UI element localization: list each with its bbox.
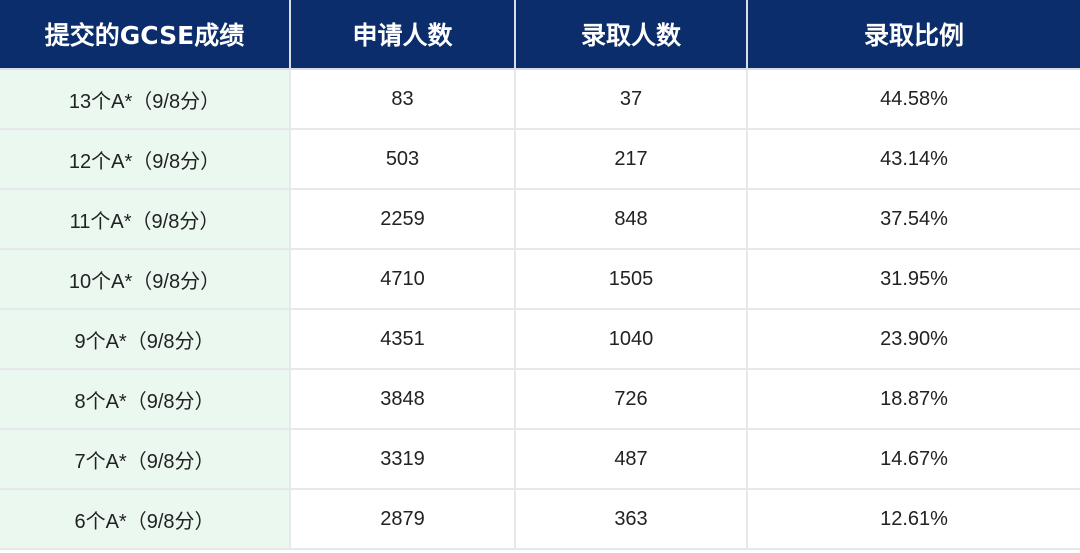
applicants-cell: 4351 [289,308,516,370]
applicants-cell: 4710 [289,248,516,310]
admission-rate-cell: 31.95% [746,248,1080,310]
table-row: 10个A*（9/8分） 4710 1505 31.95% [0,248,1080,310]
header-gcse-grades: 提交的GCSE成绩 [0,0,291,70]
gcse-grades-cell: 6个A*（9/8分） [0,488,291,550]
gcse-grades-cell: 7个A*（9/8分） [0,428,291,490]
admission-rate-cell: 43.14% [746,128,1080,190]
admission-rate-cell: 18.87% [746,368,1080,430]
header-admission-rate: 录取比例 [746,0,1080,70]
admission-rate-cell: 44.58% [746,68,1080,130]
admission-rate-cell: 37.54% [746,188,1080,250]
applicants-cell: 3848 [289,368,516,430]
applicants-cell: 83 [289,68,516,130]
table-row: 7个A*（9/8分） 3319 487 14.67% [0,428,1080,490]
table-row: 12个A*（9/8分） 503 217 43.14% [0,128,1080,190]
applicants-cell: 2879 [289,488,516,550]
admitted-cell: 726 [514,368,748,430]
header-row: 提交的GCSE成绩 申请人数 录取人数 录取比例 [0,0,1080,70]
admitted-cell: 363 [514,488,748,550]
admitted-cell: 217 [514,128,748,190]
applicants-cell: 503 [289,128,516,190]
admission-rate-cell: 12.61% [746,488,1080,550]
admitted-cell: 487 [514,428,748,490]
table-row: 8个A*（9/8分） 3848 726 18.87% [0,368,1080,430]
table-row: 11个A*（9/8分） 2259 848 37.54% [0,188,1080,250]
gcse-grades-cell: 8个A*（9/8分） [0,368,291,430]
applicants-cell: 2259 [289,188,516,250]
header-admitted: 录取人数 [514,0,748,70]
gcse-grades-cell: 12个A*（9/8分） [0,128,291,190]
gcse-grades-cell: 11个A*（9/8分） [0,188,291,250]
table-row: 13个A*（9/8分） 83 37 44.58% [0,68,1080,130]
gcse-grades-cell: 9个A*（9/8分） [0,308,291,370]
gcse-grades-cell: 13个A*（9/8分） [0,68,291,130]
admitted-cell: 848 [514,188,748,250]
admitted-cell: 1505 [514,248,748,310]
header-applicants: 申请人数 [289,0,516,70]
admission-rate-cell: 23.90% [746,308,1080,370]
admitted-cell: 37 [514,68,748,130]
applicants-cell: 3319 [289,428,516,490]
admission-rate-cell: 14.67% [746,428,1080,490]
table-row: 9个A*（9/8分） 4351 1040 23.90% [0,308,1080,370]
gcse-grades-cell: 10个A*（9/8分） [0,248,291,310]
table-row: 6个A*（9/8分） 2879 363 12.61% [0,488,1080,550]
admitted-cell: 1040 [514,308,748,370]
